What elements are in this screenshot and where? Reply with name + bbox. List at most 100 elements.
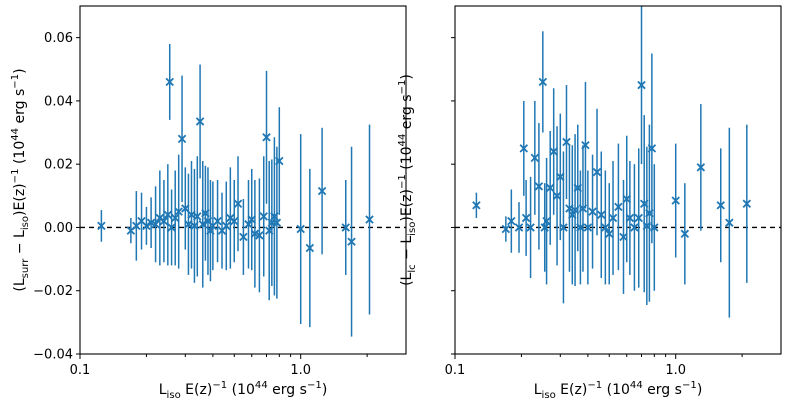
data-point — [365, 124, 374, 315]
data-point — [193, 156, 202, 277]
data-point — [151, 186, 160, 263]
data-point — [530, 100, 540, 215]
data-point — [581, 81, 590, 209]
data-point — [259, 156, 268, 277]
data-point — [614, 143, 623, 271]
data-points-right — [472, 6, 752, 318]
axes-left: −0.04 −0.02 0.00 0.02 0.04 0.06 0.1 1.0 Liso E(z… — [10, 5, 407, 401]
data-point — [559, 151, 568, 304]
data-point — [650, 164, 659, 291]
point-marker — [605, 229, 614, 239]
point-marker — [625, 213, 635, 223]
point-marker — [583, 223, 593, 232]
point-marker — [671, 196, 680, 205]
data-point — [605, 183, 614, 285]
data-point — [217, 192, 227, 269]
data-point — [601, 170, 610, 285]
data-point — [526, 176, 535, 279]
point-marker — [716, 201, 725, 210]
point-marker — [521, 213, 531, 223]
point-marker — [255, 231, 264, 240]
data-point — [625, 161, 635, 275]
y-tick-label: 0.00 — [44, 221, 73, 236]
plot-frame — [79, 5, 407, 355]
point-marker — [680, 229, 690, 239]
data-point — [507, 189, 516, 253]
point-marker — [296, 224, 305, 234]
point-marker — [165, 77, 174, 87]
point-marker — [222, 221, 231, 231]
data-point — [619, 180, 628, 294]
point-marker — [634, 213, 643, 223]
point-marker — [262, 133, 271, 142]
y-axis-label: (Lsurr − Liso)E(z)−1 (1044 erg s−1) — [10, 68, 31, 291]
y-tick-label: 0.06 — [44, 31, 73, 46]
data-point — [250, 180, 260, 288]
point-marker — [742, 199, 752, 208]
data-point — [142, 206, 151, 245]
data-point — [275, 107, 284, 215]
data-point — [725, 127, 734, 318]
point-marker — [519, 144, 529, 153]
data-point — [608, 161, 618, 275]
data-point — [132, 191, 141, 261]
data-point — [742, 124, 752, 283]
point-marker — [239, 232, 248, 242]
point-marker — [305, 243, 315, 253]
point-marker — [230, 216, 239, 226]
data-point — [538, 31, 548, 133]
y-tick-label: 0.04 — [44, 94, 73, 109]
point-marker — [170, 213, 180, 223]
point-marker — [559, 223, 568, 232]
y-tick-label: 0.02 — [44, 158, 73, 173]
data-point — [472, 192, 481, 218]
data-point — [137, 192, 146, 250]
point-marker — [552, 191, 562, 201]
point-marker — [146, 218, 156, 227]
data-point — [597, 151, 606, 279]
point-marker — [259, 212, 268, 221]
point-marker — [317, 186, 327, 196]
point-marker — [725, 218, 734, 227]
point-marker — [195, 117, 205, 126]
point-marker — [213, 216, 222, 226]
point-marker — [507, 216, 516, 226]
y-axis-label: (Llc − Liso)E(z)−1 (1044 erg s−1) — [397, 74, 418, 286]
data-point — [177, 75, 187, 203]
point-marker — [244, 220, 253, 229]
point-marker — [637, 80, 646, 90]
point-marker — [501, 224, 511, 234]
point-marker — [614, 202, 623, 212]
point-marker — [514, 223, 524, 232]
data-point — [592, 108, 602, 236]
point-marker — [630, 223, 639, 232]
data-point — [534, 123, 544, 250]
data-point — [562, 85, 571, 199]
data-point — [521, 180, 531, 256]
data-point — [680, 183, 690, 285]
data-point — [163, 164, 173, 266]
point-marker — [619, 232, 628, 242]
data-point — [630, 164, 639, 291]
y-tick-label: −0.02 — [33, 284, 73, 299]
data-point — [716, 148, 725, 263]
panel-right: 0.1 1.0 Liso E(z)−1 (1044 erg s−1) (Llc − L… — [397, 5, 782, 401]
data-point — [230, 180, 239, 263]
point-marker — [581, 140, 590, 150]
x-tick-label: 0.1 — [70, 363, 91, 378]
point-marker — [151, 220, 160, 229]
data-point — [222, 181, 231, 271]
x-tick-label: 1.0 — [290, 363, 311, 378]
data-point — [514, 202, 524, 253]
point-marker — [347, 237, 356, 246]
data-point — [262, 70, 271, 204]
data-point — [97, 210, 106, 242]
data-point — [696, 104, 706, 231]
data-point — [552, 126, 562, 266]
point-marker — [588, 207, 597, 216]
point-marker — [526, 223, 535, 232]
data-point — [501, 216, 511, 242]
data-point — [634, 148, 643, 288]
point-marker — [193, 212, 202, 221]
